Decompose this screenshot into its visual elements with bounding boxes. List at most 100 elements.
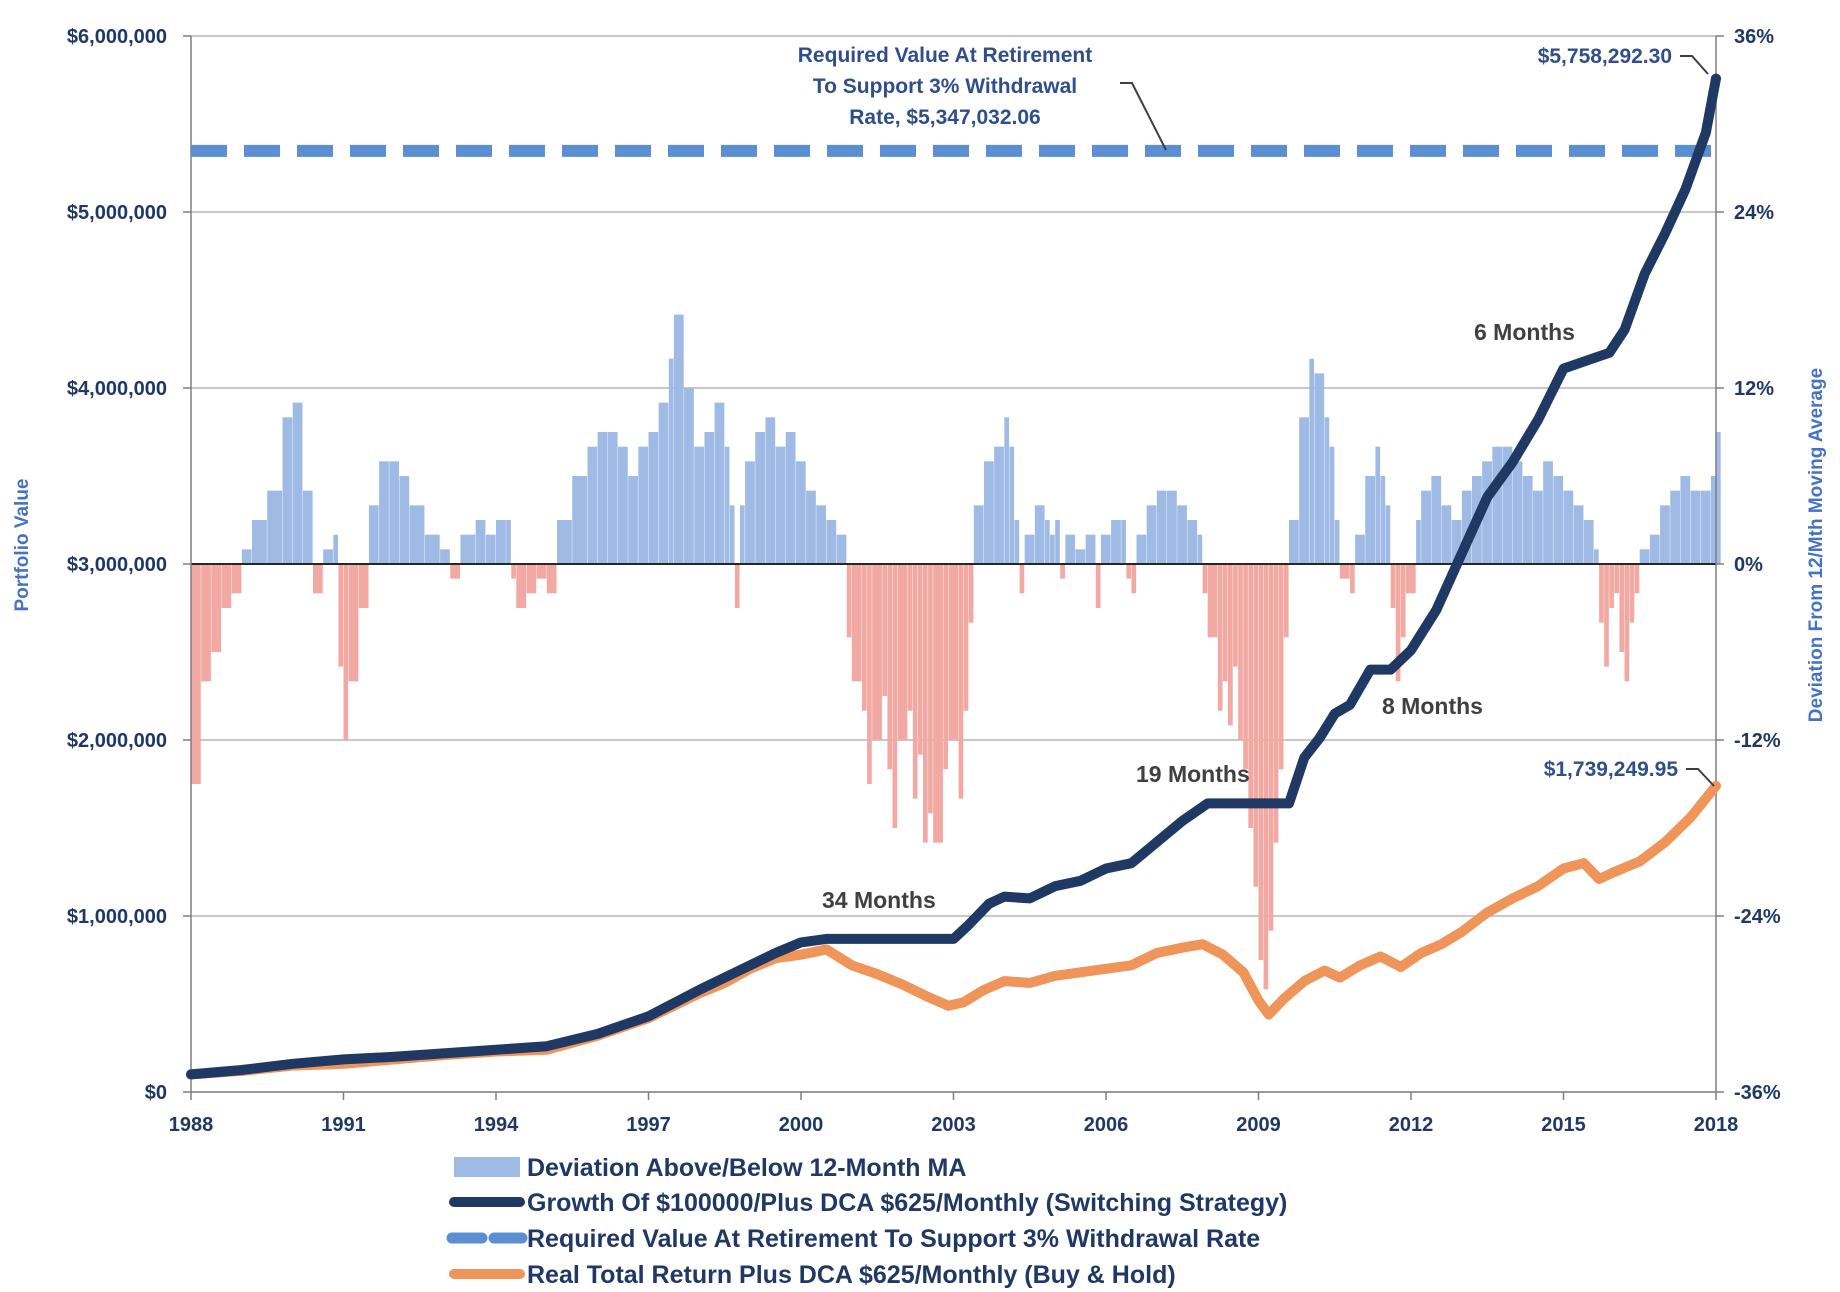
deviation-bar-above <box>1690 490 1701 564</box>
deviation-bar-above <box>1639 549 1650 564</box>
deviation-bar-above <box>1700 490 1711 564</box>
deviation-bar-below <box>1228 564 1233 726</box>
deviation-bar-above <box>1085 534 1096 564</box>
deviation-bar-above <box>368 505 379 564</box>
deviation-bar-above <box>409 505 425 564</box>
left-tick-label: $4,000,000 <box>67 378 167 400</box>
deviation-bar-above <box>1065 534 1076 564</box>
deviation-bar-below <box>231 564 242 594</box>
deviation-bar-below <box>897 564 908 740</box>
deviation-bar-below <box>338 564 344 667</box>
deviation-bar-below <box>1207 564 1218 638</box>
required-callout-line2: To Support 3% Withdrawal <box>813 75 1077 98</box>
deviation-bar-below <box>1395 564 1401 682</box>
deviation-bar-below <box>923 564 928 843</box>
annotation-8-months: 8 Months <box>1382 693 1483 719</box>
deviation-bar-above <box>1289 520 1299 564</box>
x-axis-ticks: 1988 1991 1994 1997 2000 2003 2006 2009 2012 2015… <box>169 1092 1738 1136</box>
deviation-bar-above <box>1482 461 1492 564</box>
deviation-bar-below <box>1126 564 1132 579</box>
deviation-bar-below <box>348 564 359 682</box>
deviation-bars <box>191 314 1721 990</box>
deviation-bar-below <box>1599 564 1604 623</box>
deviation-bar-above <box>1055 520 1060 564</box>
deviation-bar-above <box>668 358 674 564</box>
final-buyhold-leader <box>1686 768 1715 787</box>
deviation-bar-below <box>963 564 969 711</box>
deviation-bar-below <box>882 564 888 696</box>
deviation-bar-below <box>933 564 943 843</box>
deviation-bar-below <box>1217 564 1223 711</box>
deviation-bar-above <box>399 476 410 564</box>
deviation-bar-above <box>1594 549 1599 564</box>
deviation-bar-below <box>1263 564 1269 990</box>
x-tick-label: 2003 <box>931 1114 976 1136</box>
x-tick-label: 2006 <box>1084 1114 1129 1136</box>
legend-item-deviation: Deviation Above/Below 12-Month MA <box>454 1154 966 1182</box>
deviation-bar-above <box>1716 432 1721 564</box>
legend-label-deviation: Deviation Above/Below 12-Month MA <box>527 1154 966 1182</box>
deviation-bar-below <box>1273 564 1279 843</box>
deviation-bar-above <box>638 446 649 564</box>
deviation-bar-below <box>1400 564 1406 638</box>
deviation-bar-above <box>1522 476 1533 564</box>
annotation-6-months: 6 Months <box>1474 319 1575 345</box>
x-tick-label: 1997 <box>626 1114 671 1136</box>
deviation-bar-above <box>1187 520 1198 564</box>
deviation-bar-above <box>485 534 496 564</box>
deviation-bar-above <box>740 505 745 564</box>
deviation-bar-above <box>755 432 766 564</box>
deviation-bar-below <box>907 564 913 711</box>
annotations: 34 Months 19 Months 8 Months 6 Months Re… <box>798 44 1715 913</box>
deviation-bar-above <box>836 534 847 564</box>
left-axis-title: Portfolio Value <box>12 478 33 611</box>
deviation-bar-above <box>597 432 608 564</box>
left-tick-label: $2,000,000 <box>67 730 167 752</box>
left-tick-label: $0 <box>145 1082 167 1104</box>
deviation-bar-above <box>745 461 755 564</box>
deviation-bar-above <box>424 534 440 564</box>
right-tick-label: 12% <box>1734 378 1774 400</box>
deviation-bar-above <box>1004 417 1010 564</box>
deviation-bar-below <box>191 564 201 784</box>
deviation-bar-above <box>1177 505 1187 564</box>
deviation-bar-below <box>867 564 872 784</box>
deviation-bar-below <box>887 564 893 770</box>
deviation-bar-above <box>729 505 735 564</box>
deviation-bar-above <box>1416 520 1421 564</box>
deviation-bar-below <box>968 564 974 623</box>
deviation-bar-below <box>1390 564 1396 608</box>
deviation-bar-above <box>440 549 450 564</box>
deviation-bar-below <box>1624 564 1630 682</box>
deviation-bar-above <box>1543 461 1553 564</box>
deviation-bar-below <box>1253 564 1259 887</box>
left-tick-label: $5,000,000 <box>67 202 167 224</box>
deviation-bar-above <box>714 402 725 564</box>
deviation-bar-below <box>862 564 867 711</box>
deviation-bar-above <box>607 432 618 564</box>
deviation-bar-below <box>948 564 959 740</box>
deviation-bar-below <box>1258 564 1264 960</box>
deviation-bar-below <box>892 564 898 828</box>
deviation-bar-above <box>1583 520 1594 564</box>
deviation-bar-below <box>1609 564 1614 608</box>
deviation-bar-above <box>389 461 400 564</box>
deviation-bar-above <box>765 417 776 564</box>
deviation-bar-above <box>658 402 669 564</box>
deviation-bar-above <box>1380 476 1386 564</box>
deviation-bar-below <box>536 564 547 579</box>
x-tick-label: 2012 <box>1389 1114 1434 1136</box>
deviation-bar-above <box>826 520 837 564</box>
deviation-bar-below <box>1629 564 1635 623</box>
right-tick-label: 24% <box>1734 202 1774 224</box>
deviation-bar-above <box>252 520 267 564</box>
legend-label-buyhold: Real Total Return Plus DCA $625/Monthly … <box>527 1261 1176 1289</box>
buy-and-hold-line <box>186 780 1721 1080</box>
deviation-bar-above <box>795 461 806 564</box>
deviation-bar-above <box>1156 490 1167 564</box>
deviation-bar-below <box>1238 564 1243 740</box>
deviation-bar-below <box>872 564 882 740</box>
final-switching-label: $5,758,292.30 <box>1538 45 1672 68</box>
deviation-bar-above <box>1365 476 1376 564</box>
deviation-bar-above <box>628 476 638 564</box>
